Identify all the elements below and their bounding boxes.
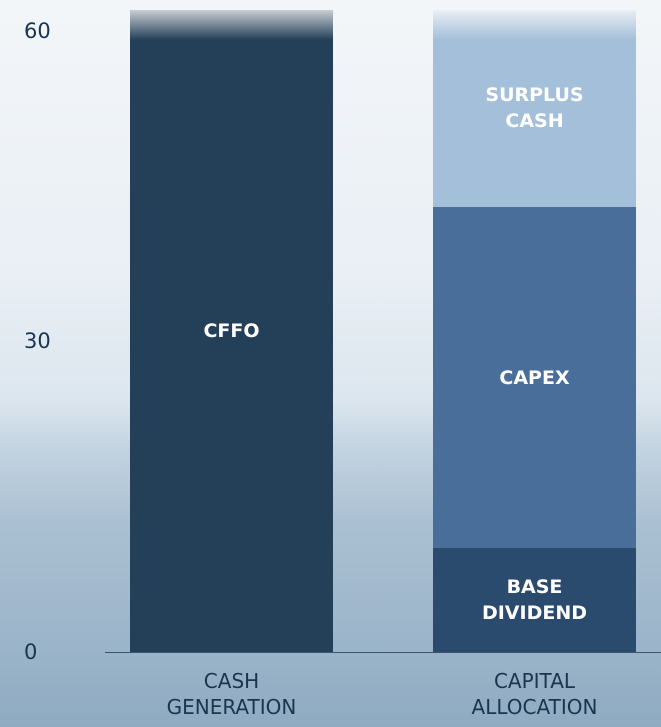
chart: 0 30 60 CFFO CASH GENERATION BASE DIVIDEND CAP… — [0, 0, 661, 727]
y-tick-label: 0 — [24, 640, 84, 664]
x-tick-label: CASH GENERATION — [157, 668, 307, 720]
segment-label: BASE DIVIDEND — [470, 574, 600, 626]
y-tick-label: 30 — [24, 329, 84, 353]
x-axis — [105, 652, 661, 653]
segment-label: CFFO — [167, 318, 297, 344]
x-tick-label: CAPITAL ALLOCATION — [460, 668, 610, 720]
segment-label: SURPLUS CASH — [470, 82, 600, 134]
y-tick-label: 60 — [24, 19, 84, 43]
segment-label: CAPEX — [470, 365, 600, 391]
